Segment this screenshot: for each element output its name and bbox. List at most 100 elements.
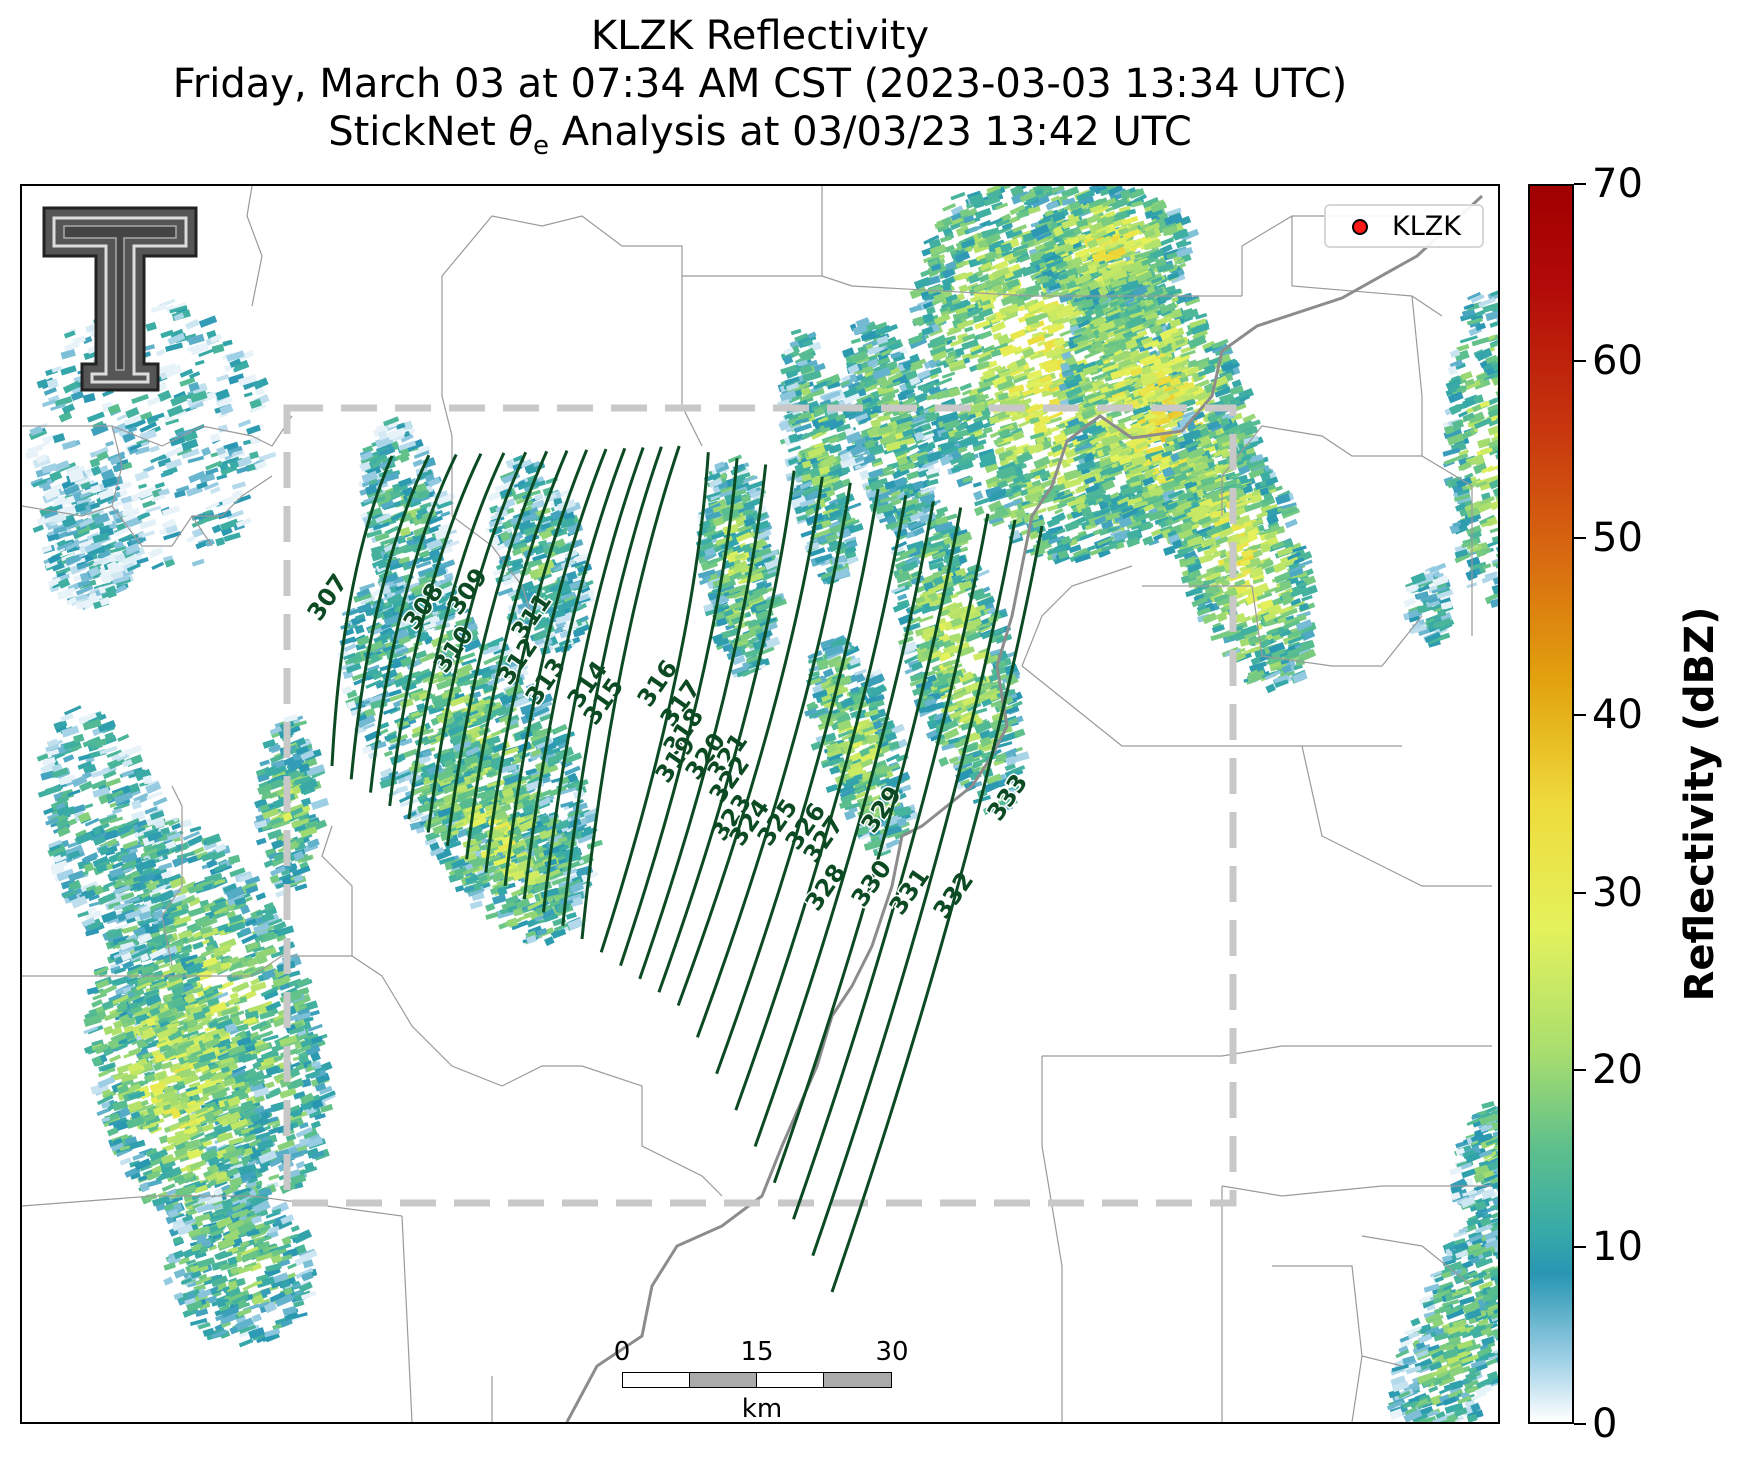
reflectivity-gate bbox=[122, 925, 139, 934]
reflectivity-gate bbox=[265, 1087, 282, 1100]
reflectivity-gate bbox=[171, 822, 182, 831]
reflectivity-gate bbox=[177, 1113, 193, 1126]
title-time: Friday, March 03 at 07:34 AM CST (2023-0… bbox=[172, 61, 1348, 107]
reflectivity-gate bbox=[174, 944, 193, 955]
reflectivity-gate bbox=[189, 825, 202, 833]
reflectivity-gate bbox=[305, 1070, 321, 1080]
reflectivity-gate bbox=[187, 834, 204, 847]
reflectivity-gate bbox=[251, 1313, 262, 1323]
reflectivity-gate bbox=[200, 901, 216, 911]
reflectivity-gate bbox=[206, 960, 223, 972]
reflectivity-gate bbox=[254, 934, 264, 943]
reflectivity-gate bbox=[133, 828, 150, 838]
reflectivity-gate bbox=[265, 1000, 282, 1012]
reflectivity-gate bbox=[318, 1090, 336, 1101]
reflectivity-gate bbox=[273, 1055, 283, 1063]
reflectivity-gate bbox=[311, 1060, 321, 1068]
reflectivity-gate bbox=[297, 1008, 310, 1016]
title-analysis-post: Analysis at 03/03/23 13:42 UTC bbox=[548, 109, 1192, 155]
reflectivity-gate bbox=[296, 1011, 312, 1021]
reflectivity-gate bbox=[296, 977, 311, 988]
reflectivity-gate bbox=[200, 917, 218, 929]
reflectivity-gate bbox=[132, 1152, 145, 1161]
reflectivity-gate bbox=[290, 1225, 300, 1233]
reflectivity-gate bbox=[72, 733, 85, 744]
reflectivity-gate bbox=[229, 991, 240, 1000]
reflectivity-gate bbox=[265, 1065, 280, 1077]
reflectivity-gate bbox=[214, 863, 228, 872]
reflectivity-gate bbox=[240, 927, 252, 936]
reflectivity-gate bbox=[263, 902, 275, 912]
reflectivity-gate bbox=[295, 1160, 306, 1169]
reflectivity-gate bbox=[259, 759, 271, 767]
reflectivity-gate bbox=[307, 1023, 323, 1032]
reflectivity-gate bbox=[273, 921, 287, 932]
reflectivity-gate bbox=[279, 983, 290, 991]
reflectivity-gate bbox=[229, 921, 246, 932]
reflectivity-gate bbox=[253, 922, 270, 934]
reflectivity-gate bbox=[171, 854, 189, 868]
reflectivity-gate bbox=[288, 1026, 305, 1036]
reflectivity-gate bbox=[163, 1276, 174, 1286]
reflectivity-gate bbox=[172, 915, 192, 927]
reflectivity-gate bbox=[208, 900, 227, 913]
reflectivity-gate bbox=[298, 1122, 309, 1129]
reflectivity-gate bbox=[172, 1010, 185, 1020]
reflectivity-gate bbox=[109, 1054, 122, 1063]
reflectivity-gate bbox=[169, 921, 188, 930]
reflectivity-gate bbox=[271, 1122, 281, 1129]
reflectivity-gate bbox=[244, 918, 257, 927]
reflectivity-gate bbox=[266, 918, 283, 927]
reflectivity-gate bbox=[257, 1019, 272, 1033]
reflectivity-gate bbox=[231, 982, 248, 993]
reflectivity-gate bbox=[222, 883, 237, 894]
reflectivity-gate bbox=[117, 733, 130, 742]
map-panel[interactable]: 307 308 309 310 311 312 313 314 315 316 317 318 319 3… bbox=[20, 184, 1500, 1424]
reflectivity-gate bbox=[225, 885, 245, 900]
reflectivity-gate bbox=[272, 974, 291, 988]
reflectivity-gate bbox=[63, 705, 82, 716]
reflectivity-gate bbox=[299, 1000, 319, 1013]
reflectivity-gate bbox=[262, 1034, 279, 1043]
reflectivity-gate bbox=[285, 1133, 297, 1143]
reflectivity-gate bbox=[229, 1010, 245, 1019]
reflectivity-gate bbox=[469, 900, 483, 910]
reflectivity-gate bbox=[243, 1016, 257, 1026]
reflectivity-gate bbox=[221, 956, 234, 965]
reflectivity-gate bbox=[250, 981, 267, 993]
reflectivity-gate bbox=[586, 839, 603, 850]
reflectivity-gate bbox=[204, 944, 215, 952]
reflectivity-gate bbox=[182, 830, 201, 841]
reflectivity-gate bbox=[307, 1107, 322, 1119]
reflectivity-gate bbox=[311, 1150, 325, 1160]
reflectivity-gate bbox=[727, 454, 743, 464]
reflectivity-gate bbox=[257, 1031, 271, 1039]
reflectivity-gate bbox=[160, 827, 171, 836]
reflectivity-gate bbox=[246, 942, 259, 951]
reflectivity-gate bbox=[194, 1213, 211, 1223]
reflectivity-gate bbox=[318, 1085, 333, 1095]
title-analysis: StickNet θe Analysis at 03/03/23 13:42 U… bbox=[20, 108, 1500, 170]
reflectivity-gate bbox=[192, 1094, 210, 1106]
reflectivity-gate bbox=[275, 925, 295, 937]
reflectivity-gate bbox=[217, 980, 235, 991]
reflectivity-gate bbox=[310, 797, 330, 811]
reflectivity-gate bbox=[104, 777, 121, 788]
reflectivity-gate bbox=[176, 851, 196, 860]
reflectivity-gate bbox=[268, 1127, 280, 1135]
reflectivity-gate bbox=[211, 912, 225, 920]
reflectivity-gate bbox=[300, 1038, 314, 1049]
reflectivity-gate bbox=[243, 883, 253, 890]
reflectivity-gate bbox=[177, 930, 193, 940]
reflectivity-gate bbox=[261, 946, 277, 958]
reflectivity-gate bbox=[286, 1077, 305, 1092]
reflectivity-gate bbox=[270, 949, 286, 959]
theta-symbol: θ bbox=[508, 109, 533, 155]
theta-subscript: e bbox=[532, 131, 549, 161]
reflectivity-gate bbox=[285, 1023, 297, 1034]
reflectivity-gate bbox=[299, 1092, 315, 1105]
reflectivity-gate bbox=[290, 1149, 309, 1158]
reflectivity-gate bbox=[162, 1017, 180, 1029]
reflectivity-gate bbox=[188, 1081, 201, 1089]
reflectivity-gate bbox=[227, 960, 244, 972]
